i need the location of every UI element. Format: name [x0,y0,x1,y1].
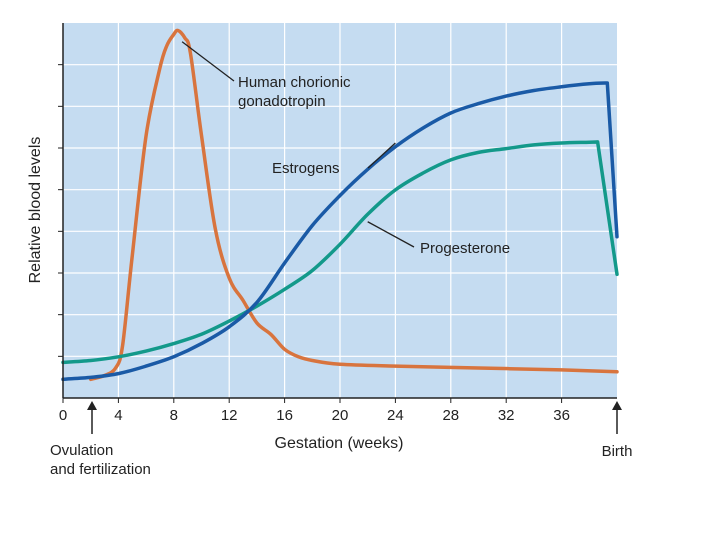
x-ticks: 0 4 8 12 16 20 24 28 32 36 [59,398,570,424]
annotation-birth: Birth [602,443,633,460]
x-tick-label: 24 [387,407,404,424]
leader-estrogens [367,142,396,169]
x-tick-label: 0 [59,407,67,424]
leader-hcg [181,41,235,82]
annotation-progesterone: Progesterone [420,240,510,257]
annotation-leaders [181,41,415,248]
annotation-hcg-line2: gonadotropin [238,93,326,110]
x-tick-label: 16 [276,407,293,424]
x-tick-label: 28 [442,407,459,424]
x-tick-label: 20 [332,407,349,424]
x-tick-label: 12 [221,407,238,424]
series-line-progesterone [61,140,619,365]
x-tick-label: 4 [114,407,122,424]
series-line-estrogens [61,81,619,382]
series-layer [61,28,619,382]
annotation-estrogens: Estrogens [272,160,340,177]
annotation-ovulation-line1: Ovulation [50,442,113,459]
birth-arrow [612,401,622,434]
x-tick-label: 32 [498,407,515,424]
leader-progesterone [367,221,415,248]
ovulation-arrow [87,401,97,434]
annotation-ovulation-line2: and fertilization [50,461,151,478]
x-axis-title: Gestation (weeks) [275,435,404,452]
x-tick-label: 8 [170,407,178,424]
annotation-hcg-line1: Human chorionic [238,74,351,91]
y-axis-title: Relative blood levels [27,137,44,284]
x-tick-label: 36 [553,407,570,424]
series-line-human-chorionic-gonadotropin [88,28,619,382]
